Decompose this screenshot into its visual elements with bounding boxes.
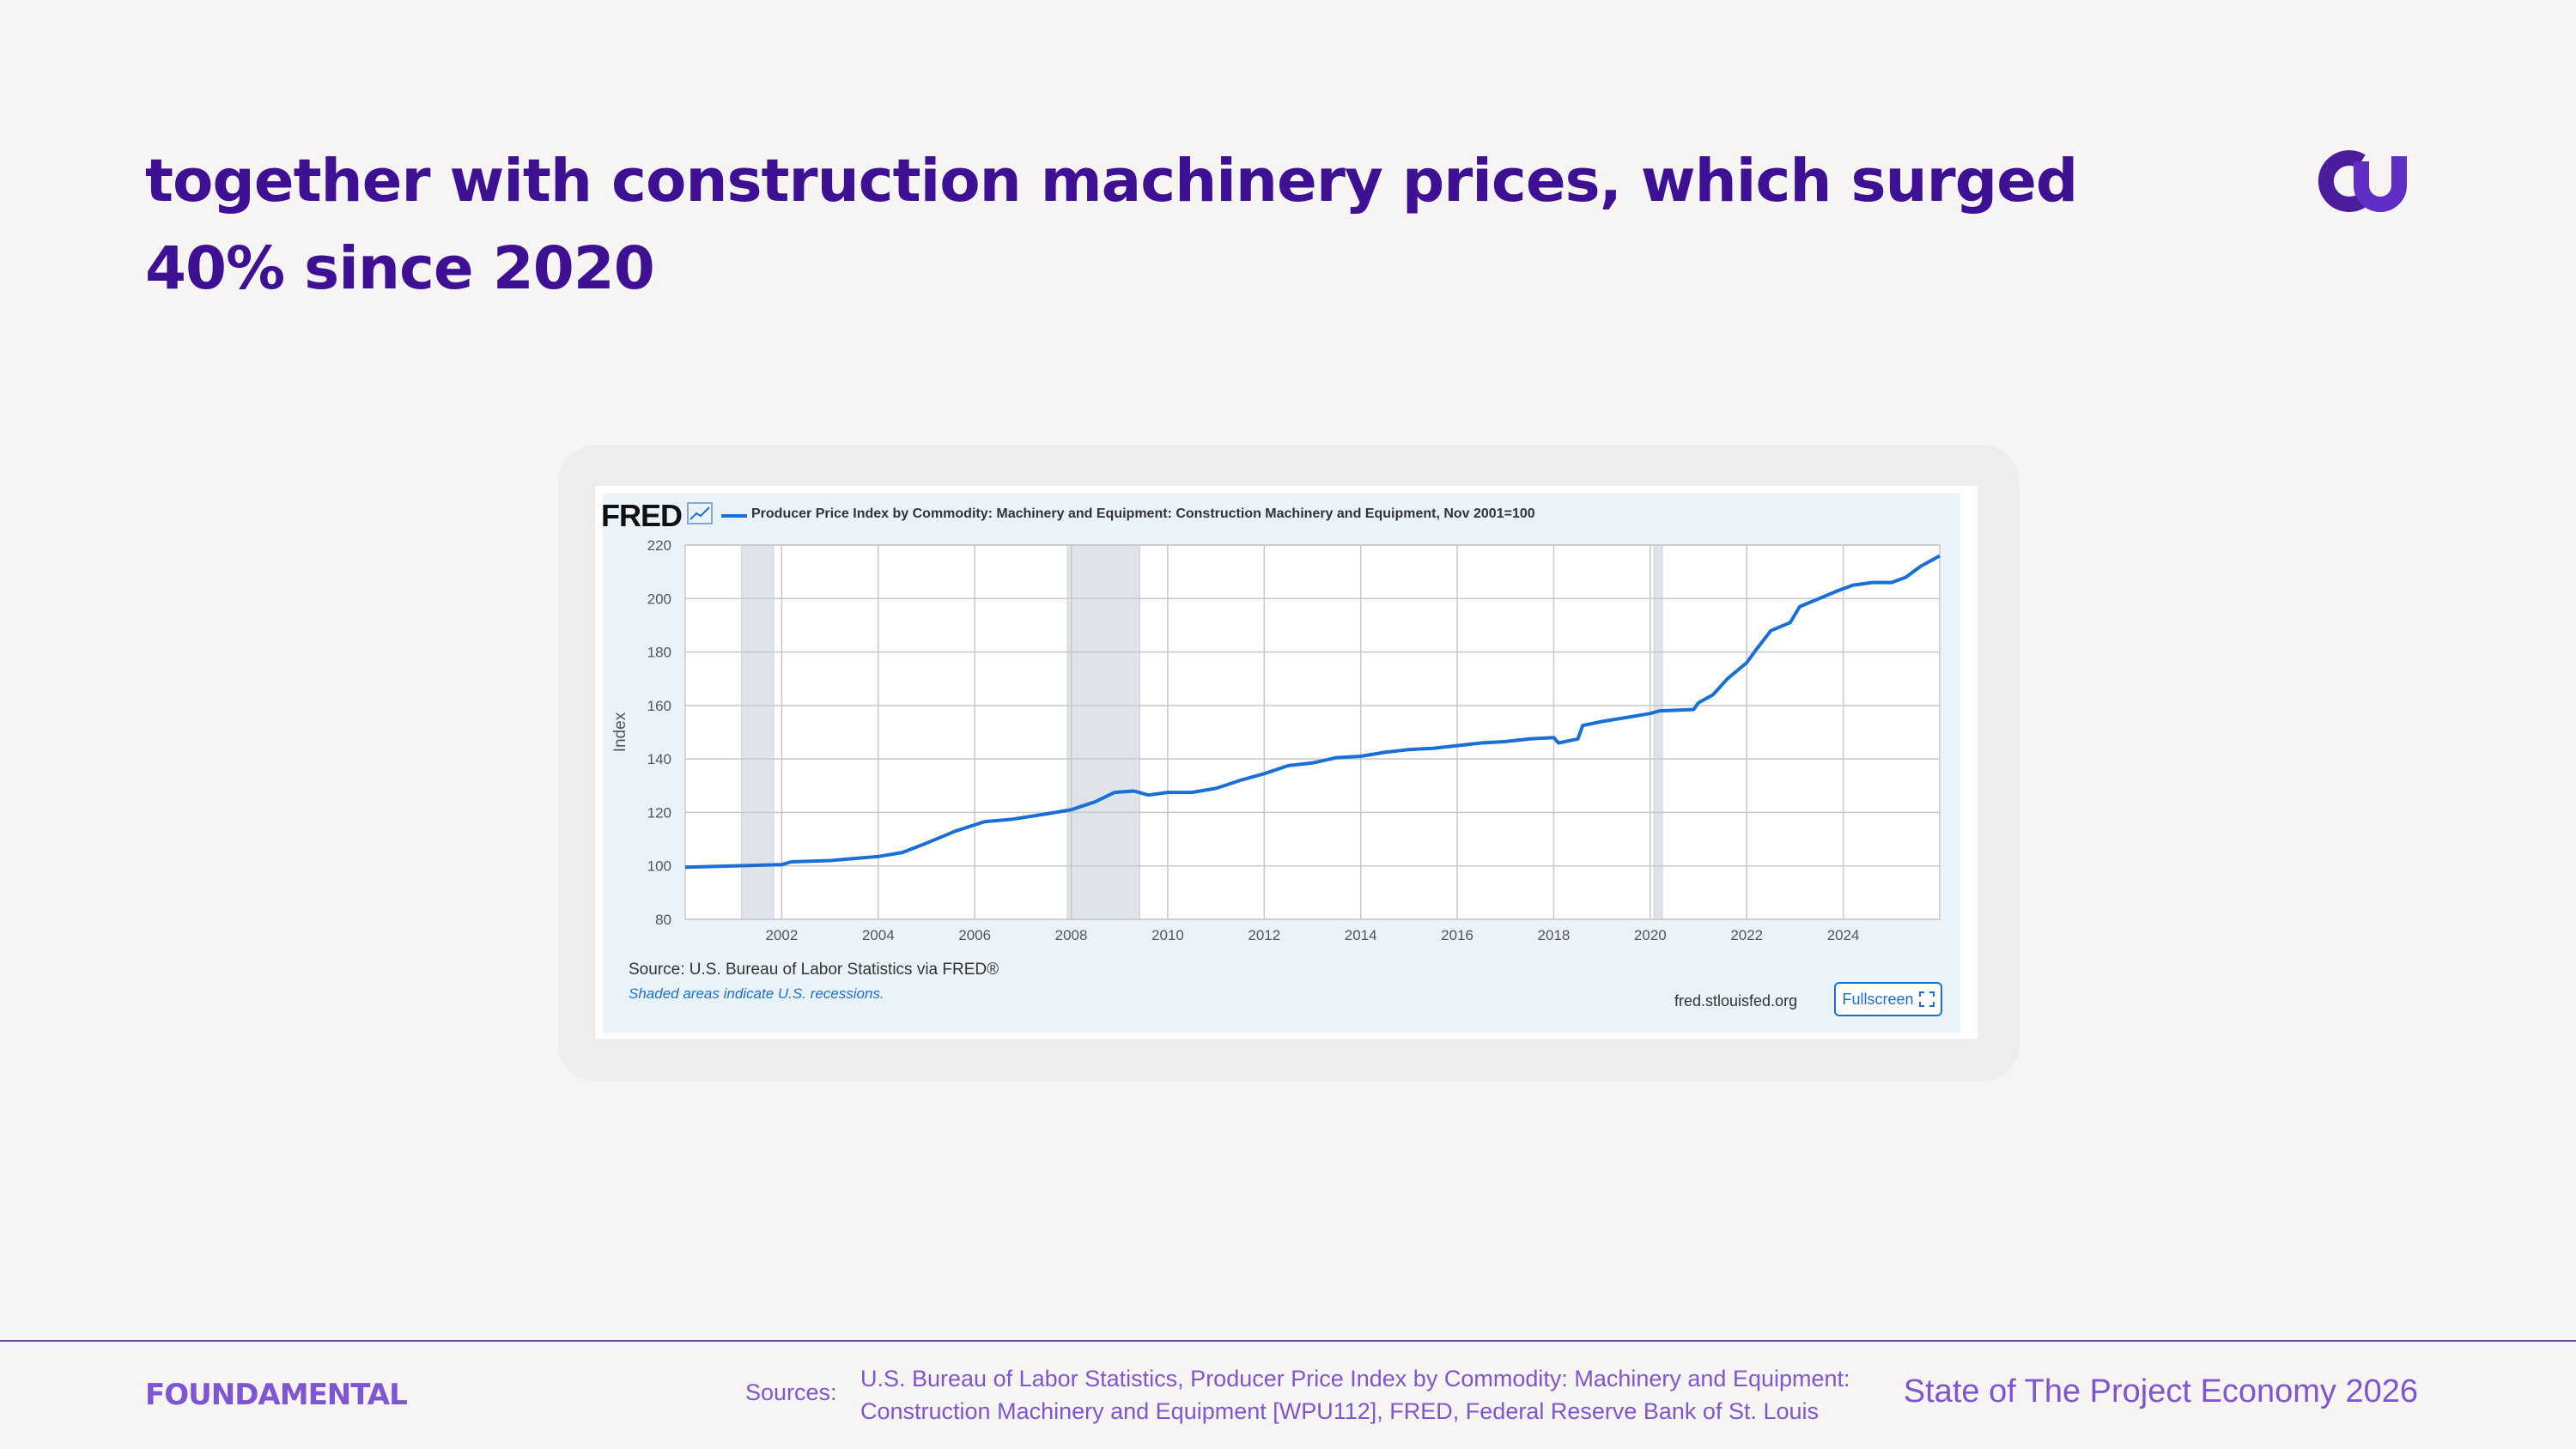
y-tick-label: 160 <box>647 698 671 714</box>
expand-icon <box>1918 991 1935 1007</box>
footer-divider <box>0 1340 2576 1342</box>
fred-site-link[interactable]: fred.stlouisfed.org <box>1674 992 1798 1009</box>
y-tick-label: 100 <box>647 858 671 875</box>
recession-note: Shaded areas indicate U.S. recessions. <box>629 985 884 1002</box>
x-tick-label: 2008 <box>1055 927 1088 943</box>
y-tick-label: 120 <box>647 804 671 821</box>
foundamental-logo-icon <box>2318 150 2407 212</box>
slide-headline: together with construction machinery pri… <box>145 147 2078 303</box>
x-tick-label: 2010 <box>1151 927 1184 943</box>
y-axis-label: Index <box>611 712 629 752</box>
x-tick-label: 2022 <box>1730 927 1763 943</box>
y-tick-label: 220 <box>647 537 671 554</box>
fred-logo: FRED <box>601 498 683 533</box>
x-tick-label: 2020 <box>1634 927 1667 943</box>
x-tick-label: 2014 <box>1345 927 1377 943</box>
x-tick-label: 2012 <box>1248 927 1280 943</box>
legend-swatch <box>721 514 747 518</box>
recession-band <box>1066 544 1140 920</box>
line-graph-icon <box>687 502 713 524</box>
x-tick-label: 2016 <box>1441 927 1473 943</box>
plot-border <box>684 544 1941 920</box>
x-tick-label: 2004 <box>862 927 895 943</box>
x-tick-label: 2002 <box>765 927 798 943</box>
fullscreen-label: Fullscreen <box>1842 990 1914 1008</box>
footer-brand-logo: FOUNDAMENTAL <box>145 1378 408 1412</box>
sources-label: Sources: <box>745 1379 837 1405</box>
fullscreen-button[interactable]: Fullscreen <box>1834 982 1942 1016</box>
x-tick-label: 2024 <box>1827 927 1860 943</box>
x-tick-label: 2006 <box>958 927 991 943</box>
chart-source: Source: U.S. Bureau of Labor Statistics … <box>629 961 999 979</box>
y-tick-label: 180 <box>647 645 671 661</box>
legend-series-label: Producer Price Index by Commodity: Machi… <box>751 506 1535 521</box>
recession-band <box>741 544 775 920</box>
series-line <box>684 554 1941 870</box>
y-tick-label: 80 <box>655 912 671 928</box>
y-tick-label: 200 <box>647 591 671 607</box>
report-title: State of The Project Economy 2026 <box>1903 1373 2418 1410</box>
plot-area <box>685 545 1940 919</box>
recession-band <box>1653 544 1663 920</box>
y-tick-label: 140 <box>647 751 671 767</box>
x-tick-label: 2018 <box>1538 927 1571 943</box>
sources-text: U.S. Bureau of Labor Statistics, Produce… <box>860 1366 1850 1424</box>
